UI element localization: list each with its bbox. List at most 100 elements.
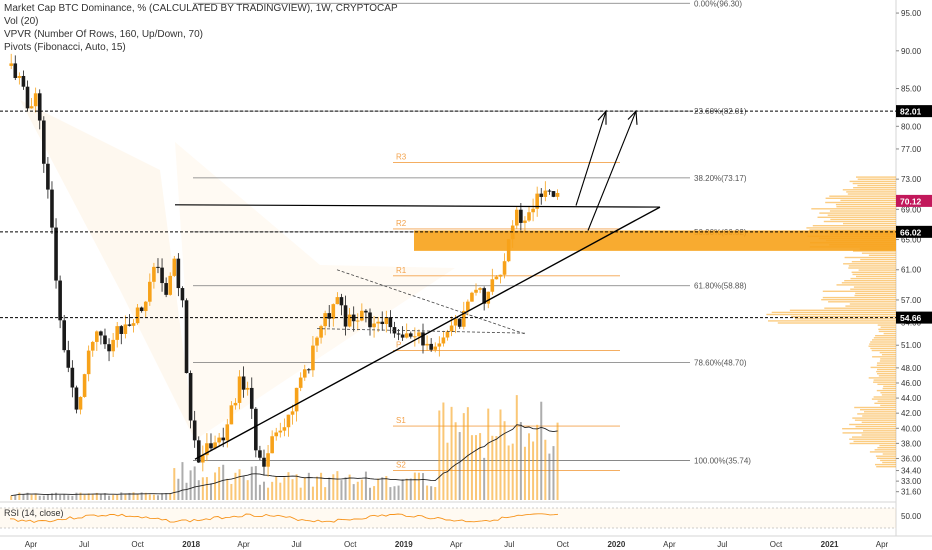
volume-bar [438, 410, 441, 500]
volume-bar [442, 402, 445, 500]
time-tick-label: 2021 [821, 540, 839, 549]
volume-profile-bar [877, 400, 896, 402]
price-tick-label: 38.00 [901, 439, 922, 448]
volume-bar [340, 480, 343, 500]
candle-body [290, 411, 295, 415]
volume-bar [267, 487, 270, 500]
candle-body [42, 120, 46, 164]
level-tag: 82.01 [900, 107, 922, 117]
volume-bar [181, 462, 184, 500]
volume-bar [18, 492, 21, 500]
pivot-level-label: R1 [396, 266, 407, 275]
volume-bar [152, 494, 155, 500]
legend-volume[interactable]: Vol (20) [4, 16, 39, 27]
volume-profile-bar [828, 301, 896, 303]
volume-bar [287, 472, 290, 500]
volume-bar [360, 479, 363, 500]
volume-bar [405, 478, 408, 500]
volume-profile-bar [853, 440, 896, 443]
volume-bar [532, 441, 535, 500]
candle-body [555, 192, 560, 197]
volume-bar [470, 435, 473, 500]
candle-body [514, 209, 519, 226]
volume-bar [124, 494, 127, 500]
volume-bar [519, 422, 522, 500]
candle-body [262, 457, 266, 467]
candle-body [95, 331, 99, 342]
volume-bar [197, 480, 200, 500]
candle-body [494, 276, 499, 280]
volume-profile-bar [853, 286, 896, 288]
price-tick-label: 57.00 [901, 296, 922, 305]
volume-profile-bar [836, 206, 896, 208]
time-tick-label: Apr [450, 540, 463, 549]
time-tick-label: Apr [25, 540, 38, 549]
volume-bar [238, 469, 241, 500]
candle-body [17, 75, 22, 78]
price-tick-label: 36.00 [901, 454, 922, 463]
ascending-trendline [194, 206, 661, 460]
volume-bar [10, 495, 13, 500]
volume-profile-bar [879, 351, 896, 354]
volume-bar [434, 487, 437, 500]
volume-profile-bar [857, 413, 896, 415]
candle-body [413, 336, 417, 338]
candle-body [502, 261, 507, 275]
volume-bar [454, 422, 457, 500]
candle-body [233, 402, 238, 406]
rsi-legend[interactable]: RSI (14, close) [4, 508, 64, 518]
volume-profile-bar [852, 417, 896, 419]
volume-profile-bar [875, 463, 896, 466]
time-tick-label: Oct [344, 540, 357, 549]
volume-bar [511, 443, 514, 500]
legend-title[interactable]: Market Cap BTC Dominance, % (CALCULATED … [4, 3, 398, 14]
legend-vpvr[interactable]: VPVR (Number Of Rows, 160, Up/Down, 70) [4, 29, 203, 40]
volume-profile-bar [880, 358, 896, 360]
indicator-legend: Market Cap BTC Dominance, % (CALCULATED … [4, 2, 398, 54]
horizontal-resistance [174, 204, 661, 208]
candle-body [323, 313, 327, 327]
fib-level-label: 0.00%(96.30) [694, 0, 742, 8]
volume-profile-bar [870, 347, 896, 350]
candle-body [29, 106, 34, 109]
volume-profile-bar [876, 370, 896, 373]
candle-body [523, 220, 527, 223]
trend-drawings [0, 109, 896, 460]
candle-body [90, 341, 95, 351]
volume-bar [254, 466, 257, 500]
volume-profile-bar [853, 250, 896, 252]
candle-body [457, 318, 462, 327]
candle-body [209, 443, 213, 449]
candle-body [376, 321, 380, 324]
level-tag-bg [896, 311, 932, 324]
volume-profile-bar [766, 313, 896, 316]
candle-body [9, 63, 13, 66]
volume-profile-bar [882, 461, 896, 464]
candle-body [164, 283, 168, 295]
volume-bar [103, 493, 106, 500]
candle-body [347, 314, 352, 327]
volume-profile-bar [870, 341, 896, 343]
volume-profile-bar [874, 449, 896, 451]
volume-profile-bar [853, 187, 896, 189]
candle-body [249, 387, 254, 409]
fib-level-label: 38.20%(73.17) [694, 174, 747, 183]
volume-profile-bar [812, 225, 896, 227]
candle-body [339, 297, 344, 306]
volume-bar [479, 433, 482, 500]
candle-body [421, 332, 425, 346]
volume-bar [548, 453, 551, 500]
volume-bar [234, 472, 237, 500]
range-shading-right [175, 142, 455, 440]
time-tick-label: 2019 [395, 540, 413, 549]
volume-profile-bar [880, 404, 896, 407]
volume-profile-bar [883, 332, 896, 335]
volume-bar [307, 472, 310, 500]
candle-body [404, 333, 409, 338]
volume-bar [128, 492, 131, 500]
volume-profile-bar [882, 387, 896, 390]
volume-profile-bar [809, 229, 896, 231]
volume-bar [148, 494, 151, 500]
legend-pivots[interactable]: Pivots (Fibonacci, Auto, 15) [4, 42, 126, 53]
volume-profile-bar [870, 366, 896, 369]
